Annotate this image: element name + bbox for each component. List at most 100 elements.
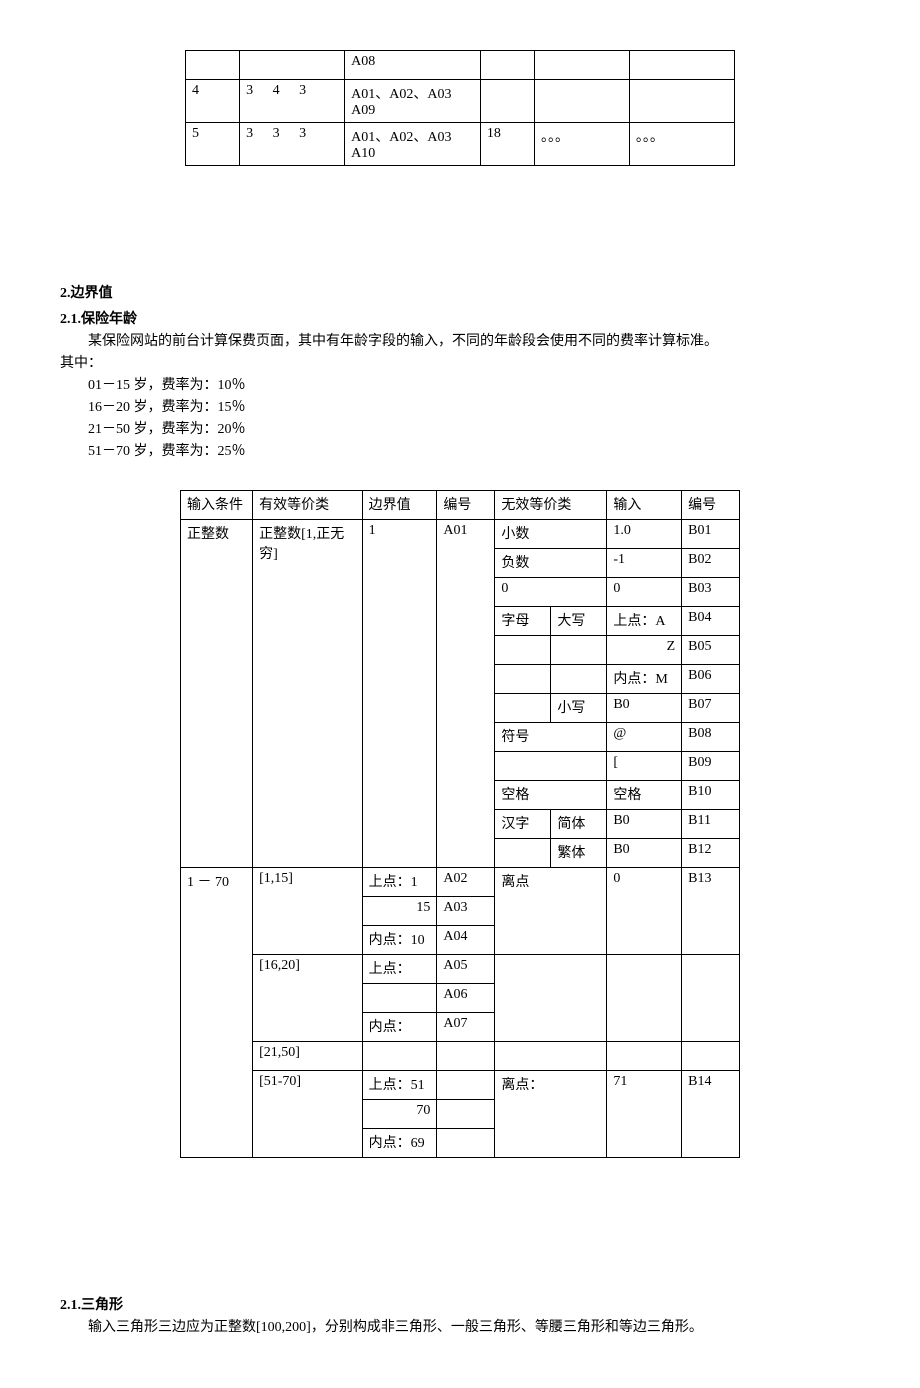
- table-cell: B0: [607, 810, 682, 839]
- table-header-cell: 编号: [437, 491, 495, 520]
- table-cell: -1: [607, 549, 682, 578]
- table-cell: 内点：10: [362, 926, 437, 955]
- table-cell: B0: [607, 839, 682, 868]
- table-cell: B06: [682, 665, 740, 694]
- table-cell: B07: [682, 694, 740, 723]
- table-cell: 。。。: [629, 123, 734, 166]
- table-cell: [437, 1042, 495, 1071]
- table-cell: B12: [682, 839, 740, 868]
- table-cell: A08: [345, 51, 481, 80]
- table-cell: 繁体: [551, 839, 607, 868]
- table-cell: B03: [682, 578, 740, 607]
- table-cell: [629, 51, 734, 80]
- table-cell: A04: [437, 926, 495, 955]
- table-cell: 1 － 70: [181, 868, 253, 1158]
- table-cell: 内点：69: [362, 1129, 437, 1158]
- table-cell: 汉字: [495, 810, 551, 839]
- table-cell: [437, 1071, 495, 1100]
- table-cell: 0: [607, 868, 682, 955]
- table-cell: 0: [607, 578, 682, 607]
- top-fragment-table: A08 43 4 3A01、A02、A03A09 53 3 3A01、A02、A03…: [185, 50, 735, 166]
- table-cell: A03: [437, 897, 495, 926]
- table-cell: [534, 80, 629, 123]
- table-cell: 。。。: [534, 123, 629, 166]
- table-cell: 小写: [551, 694, 607, 723]
- intro-where: 其中：: [60, 352, 860, 372]
- table-cell: [: [607, 752, 682, 781]
- table-cell: [437, 1129, 495, 1158]
- table-cell: 符号: [495, 723, 607, 752]
- table-cell: 离点: [495, 868, 607, 955]
- table-cell: 5: [186, 123, 240, 166]
- rate-line: 51－70 岁，费率为：25％: [88, 440, 860, 460]
- table-cell: [551, 665, 607, 694]
- table-cell: 小数: [495, 520, 607, 549]
- table-cell: 上点：A: [607, 607, 682, 636]
- table-cell: 内点：M: [607, 665, 682, 694]
- table-cell: [495, 839, 551, 868]
- table-header-cell: 无效等价类: [495, 491, 607, 520]
- table-cell: [551, 636, 607, 665]
- rate-line: 21－50 岁，费率为：20％: [88, 418, 860, 438]
- table-cell: 3 3 3: [240, 123, 345, 166]
- table-header-cell: 输入: [607, 491, 682, 520]
- table-cell: B11: [682, 810, 740, 839]
- table-header-cell: 有效等价类: [253, 491, 363, 520]
- table-cell: A02: [437, 868, 495, 897]
- table-cell: [21,50]: [253, 1042, 363, 1071]
- table-cell: A01、A02、A03A10: [345, 123, 481, 166]
- table-cell: 上点：1: [362, 868, 437, 897]
- table-cell: 18: [480, 123, 534, 166]
- table-cell: 4: [186, 80, 240, 123]
- table-cell: 正整数: [181, 520, 253, 868]
- table-cell: [629, 80, 734, 123]
- table-cell: B04: [682, 607, 740, 636]
- table-cell: [495, 636, 551, 665]
- table-cell: [682, 955, 740, 1042]
- table-cell: [495, 694, 551, 723]
- table-cell: @: [607, 723, 682, 752]
- table-cell: A06: [437, 984, 495, 1013]
- table-cell: B08: [682, 723, 740, 752]
- table-header-cell: 边界值: [362, 491, 437, 520]
- table-cell: A01: [437, 520, 495, 868]
- boundary-value-table: 输入条件有效等价类边界值编号无效等价类输入编号正整数正整数[1,正无穷]1A01…: [180, 490, 740, 1158]
- table-cell: 字母: [495, 607, 551, 636]
- table-cell: 上点：51: [362, 1071, 437, 1100]
- table-cell: 离点：: [495, 1071, 607, 1158]
- table-cell: [607, 1042, 682, 1071]
- table-cell: [534, 51, 629, 80]
- table-cell: 0: [495, 578, 607, 607]
- table-cell: [682, 1042, 740, 1071]
- table-cell: 3 4 3: [240, 80, 345, 123]
- table-cell: 大写: [551, 607, 607, 636]
- table-cell: B13: [682, 868, 740, 955]
- table-cell: A01、A02、A03A09: [345, 80, 481, 123]
- table-cell: [607, 955, 682, 1042]
- table-cell: [495, 1042, 607, 1071]
- table-cell: [186, 51, 240, 80]
- table-cell: Z: [607, 636, 682, 665]
- table-cell: B01: [682, 520, 740, 549]
- rate-line: 16－20 岁，费率为：15％: [88, 396, 860, 416]
- table-cell: 简体: [551, 810, 607, 839]
- table-cell: 71: [607, 1071, 682, 1158]
- table-cell: 负数: [495, 549, 607, 578]
- table-cell: [1,15]: [253, 868, 363, 955]
- intro-text: 某保险网站的前台计算保费页面，其中有年龄字段的输入，不同的年龄段会使用不同的费率…: [88, 334, 718, 349]
- table-cell: 1: [362, 520, 437, 868]
- table-cell: A07: [437, 1013, 495, 1042]
- table-cell: 空格: [607, 781, 682, 810]
- rate-line: 01－15 岁，费率为：10％: [88, 374, 860, 394]
- table-cell: B05: [682, 636, 740, 665]
- heading-boundary: 2.边界值: [60, 282, 860, 302]
- table-cell: [362, 984, 437, 1013]
- table-cell: 70: [362, 1100, 437, 1129]
- table-cell: [480, 51, 534, 80]
- table-cell: 1.0: [607, 520, 682, 549]
- heading-age: 2.1.保险年龄: [60, 308, 860, 328]
- table-cell: B14: [682, 1071, 740, 1158]
- table-cell: [240, 51, 345, 80]
- table-cell: B09: [682, 752, 740, 781]
- table-header-cell: 编号: [682, 491, 740, 520]
